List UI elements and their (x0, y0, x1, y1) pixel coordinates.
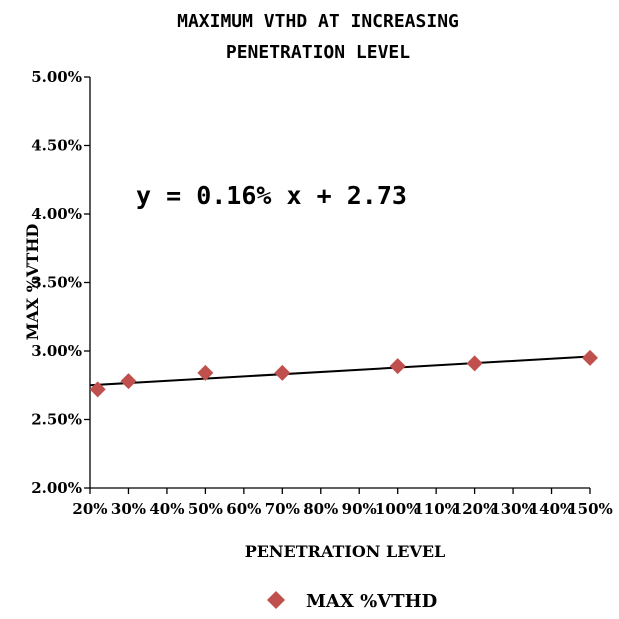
x-tick-label: 30% (111, 500, 146, 518)
x-tick-label: 140% (529, 500, 575, 518)
data-point-diamond (582, 349, 598, 366)
y-tick-label: 2.00% (31, 479, 82, 497)
x-tick-label: 130% (490, 500, 536, 518)
x-tick-label: 60% (226, 500, 261, 518)
x-tick-label: 50% (188, 500, 223, 518)
x-tick-label: 150% (567, 500, 613, 518)
y-tick-label: 3.50% (31, 274, 82, 292)
trendline (89, 355, 591, 387)
data-point-diamond (389, 358, 406, 375)
trendline-equation: y = 0.16% x + 2.73 (136, 181, 407, 210)
legend-label: MAX %VTHD (306, 591, 437, 612)
x-tick-label: 80% (303, 500, 338, 518)
x-tick-label: 40% (149, 500, 184, 518)
y-tick-label: 5.00% (31, 68, 82, 86)
data-point-diamond (89, 381, 106, 398)
y-tick-label: 4.00% (31, 205, 82, 223)
data-point-diamond (466, 355, 483, 372)
y-tick-label: 3.00% (31, 342, 82, 360)
chart-title-line-1: MAXIMUM VTHD AT INCREASING (177, 11, 459, 32)
y-tick-label: 2.50% (31, 411, 82, 429)
legend-diamond-icon (267, 591, 285, 609)
x-axis-label: PENETRATION LEVEL (245, 542, 446, 561)
plot-area: 2.00% 2.50% 3.00% 3.50% 4.00% 4.50% 5.00% 20% 30… (31, 68, 613, 518)
x-tick-label: 120% (452, 500, 498, 518)
chart-title-line-2: PENETRATION LEVEL (226, 42, 410, 63)
data-point-diamond (197, 364, 214, 381)
y-axis-label: MAX %VTHD (23, 224, 42, 341)
data-point-diamond (274, 364, 291, 381)
data-point-diamond (120, 373, 137, 390)
x-tick-label: 100% (375, 500, 421, 518)
y-tick-label: 4.50% (31, 137, 82, 155)
x-tick-label: 110% (413, 500, 459, 518)
x-tick-label: 20% (72, 500, 107, 518)
x-tick-label: 70% (265, 500, 300, 518)
x-tick-label: 90% (342, 500, 377, 518)
